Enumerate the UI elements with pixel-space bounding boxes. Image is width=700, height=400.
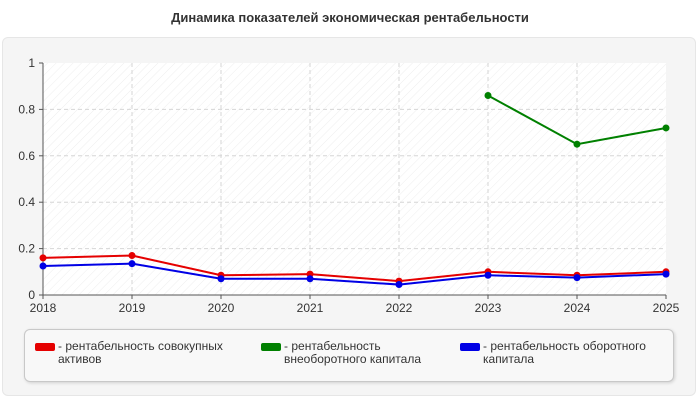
y-tick-label: 0.4	[18, 195, 35, 209]
legend-line: рентабельность	[291, 339, 381, 353]
chart-title: Динамика показателей экономическая рента…	[171, 10, 529, 25]
legend-swatch-fixed-capital	[261, 343, 281, 351]
data-point	[662, 124, 670, 132]
data-point	[128, 252, 136, 260]
plot-area	[43, 63, 666, 295]
legend-label-working-capital: - рентабельность оборотного капитала	[483, 340, 646, 366]
data-point	[662, 270, 670, 278]
y-tick-label: 0.8	[18, 102, 35, 116]
x-tick-label: 2020	[208, 301, 235, 315]
data-point	[128, 260, 136, 268]
legend-label-fixed-capital: - рентабельность внеоборотного капитала	[284, 340, 421, 366]
legend-prefix: -	[58, 339, 66, 353]
legend-swatch-assets	[35, 343, 55, 351]
series-group	[39, 91, 670, 289]
y-tick-label: 0.6	[18, 149, 35, 163]
data-point	[306, 275, 314, 283]
series-1	[484, 91, 670, 148]
data-point	[217, 275, 225, 283]
x-tick-label: 2018	[30, 301, 57, 315]
data-point	[573, 274, 581, 282]
x-tick-label: 2025	[653, 301, 680, 315]
data-point	[39, 254, 47, 262]
x-tick-label: 2023	[475, 301, 502, 315]
legend-line: капитала	[483, 352, 535, 366]
x-tick-labels: 2018 2019 2020 2021 2022 2023 2024 2025	[30, 301, 680, 315]
data-point	[484, 91, 492, 99]
legend-line: рентабельность совокупных	[65, 339, 223, 353]
x-tick-label: 2021	[297, 301, 324, 315]
legend-prefix: -	[483, 339, 491, 353]
legend-item-working-capital[interactable]: - рентабельность оборотного капитала	[460, 340, 646, 366]
x-tick-label: 2022	[386, 301, 413, 315]
data-point	[573, 140, 581, 148]
legend-label-assets: - рентабельность совокупных активов	[58, 340, 223, 366]
x-tick-label: 2024	[564, 301, 591, 315]
legend-line: внеоборотного капитала	[284, 352, 421, 366]
y-tick-label: 0	[28, 288, 35, 302]
grid	[43, 63, 666, 295]
y-tick-label: 0.2	[18, 242, 35, 256]
y-tick-label: 1	[28, 56, 35, 70]
legend: - рентабельность совокупных активов - ре…	[24, 329, 674, 382]
data-point	[395, 281, 403, 289]
data-point	[39, 262, 47, 270]
series-line	[42, 262, 667, 286]
x-tick-label: 2019	[119, 301, 146, 315]
legend-item-fixed-capital[interactable]: - рентабельность внеоборотного капитала	[261, 340, 421, 366]
y-tick-labels: 0 0.2 0.4 0.6 0.8 1	[18, 56, 35, 302]
legend-line: активов	[58, 352, 102, 366]
legend-prefix: -	[284, 339, 292, 353]
legend-item-assets[interactable]: - рентабельность совокупных активов	[35, 340, 223, 366]
legend-line: рентабельность оборотного	[490, 339, 646, 353]
legend-swatch-working-capital	[460, 343, 480, 351]
data-point	[484, 271, 492, 279]
series-line	[42, 254, 667, 283]
series-2	[39, 260, 670, 289]
